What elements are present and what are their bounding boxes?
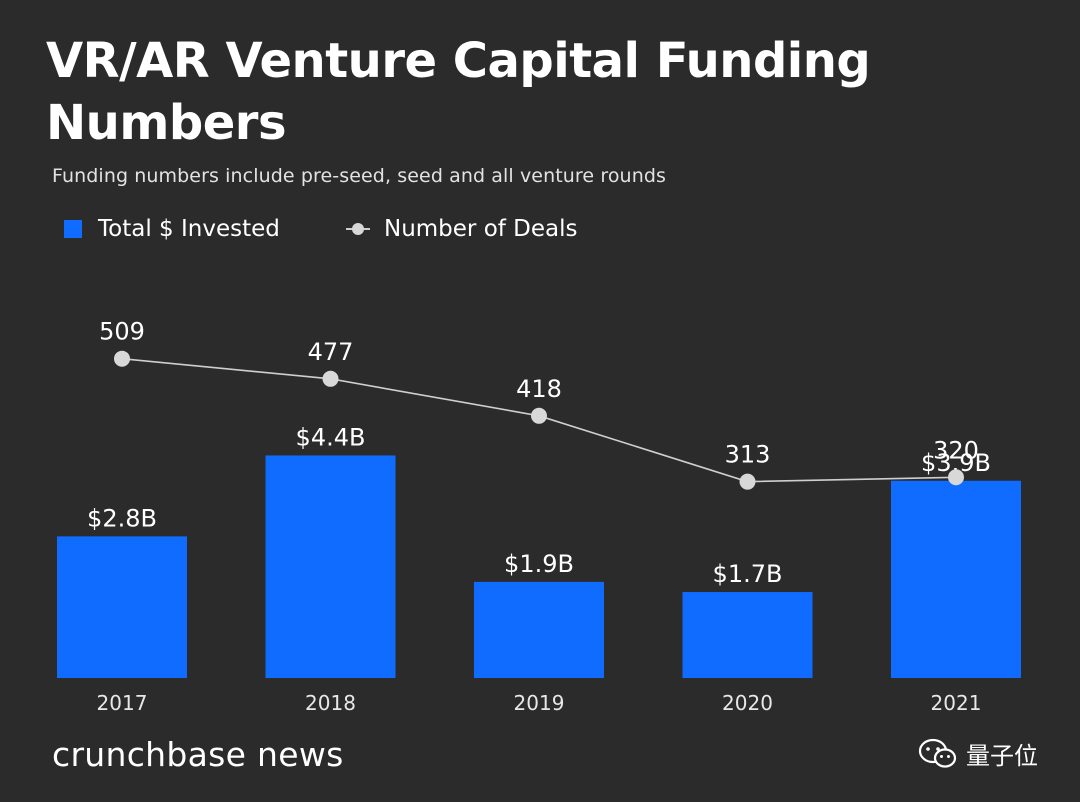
legend-item-total-invested: Total $ Invested bbox=[64, 216, 280, 242]
watermark: 量子位 bbox=[918, 736, 1038, 771]
brand-logo-text: crunchbase news bbox=[52, 735, 344, 774]
bar-2019 bbox=[474, 581, 604, 678]
chart-title: VR/AR Venture Capital Funding Numbers bbox=[46, 33, 871, 151]
legend-label-number-of-deals: Number of Deals bbox=[384, 216, 578, 242]
x-tick-label-2018: 2018 bbox=[305, 691, 356, 715]
deals-value-label-2020: 313 bbox=[725, 441, 771, 469]
x-tick-label-2017: 2017 bbox=[97, 691, 148, 715]
wechat-icon bbox=[918, 738, 957, 768]
bar-value-label-2017: $2.8B bbox=[87, 504, 157, 532]
watermark-text: 量子位 bbox=[966, 742, 1038, 770]
legend-item-number-of-deals: Number of Deals bbox=[346, 216, 578, 242]
x-tick-label-2021: 2021 bbox=[931, 691, 982, 715]
deals-point-2017 bbox=[114, 350, 130, 367]
bar-2020 bbox=[682, 592, 813, 678]
deals-point-2021 bbox=[948, 469, 964, 486]
bar-value-label-2019: $1.9B bbox=[504, 550, 574, 578]
deals-value-label-2018: 477 bbox=[308, 338, 354, 366]
deals-value-label-2019: 418 bbox=[516, 375, 562, 403]
deals-value-label-2017: 509 bbox=[99, 318, 145, 346]
deals-point-2018 bbox=[322, 370, 339, 387]
x-tick-label-2019: 2019 bbox=[514, 691, 565, 715]
bar-2021 bbox=[891, 480, 1021, 678]
legend-label-total-invested: Total $ Invested bbox=[98, 216, 280, 242]
bar-value-label-2020: $1.7B bbox=[713, 560, 783, 588]
x-tick-label-2020: 2020 bbox=[722, 691, 773, 715]
bar-2017 bbox=[57, 536, 187, 678]
bar-value-label-2018: $4.4B bbox=[296, 423, 366, 451]
legend: Total $ Invested Number of Deals bbox=[0, 216, 1080, 250]
chart-subtitle: Funding numbers include pre-seed, seed a… bbox=[52, 165, 666, 187]
deals-point-2020 bbox=[739, 473, 756, 490]
legend-bar-swatch bbox=[64, 220, 82, 238]
legend-line-swatch bbox=[346, 220, 370, 238]
bar-2018 bbox=[265, 455, 396, 678]
deals-value-label-2021: 320 bbox=[933, 436, 979, 464]
deals-point-2019 bbox=[531, 407, 547, 424]
